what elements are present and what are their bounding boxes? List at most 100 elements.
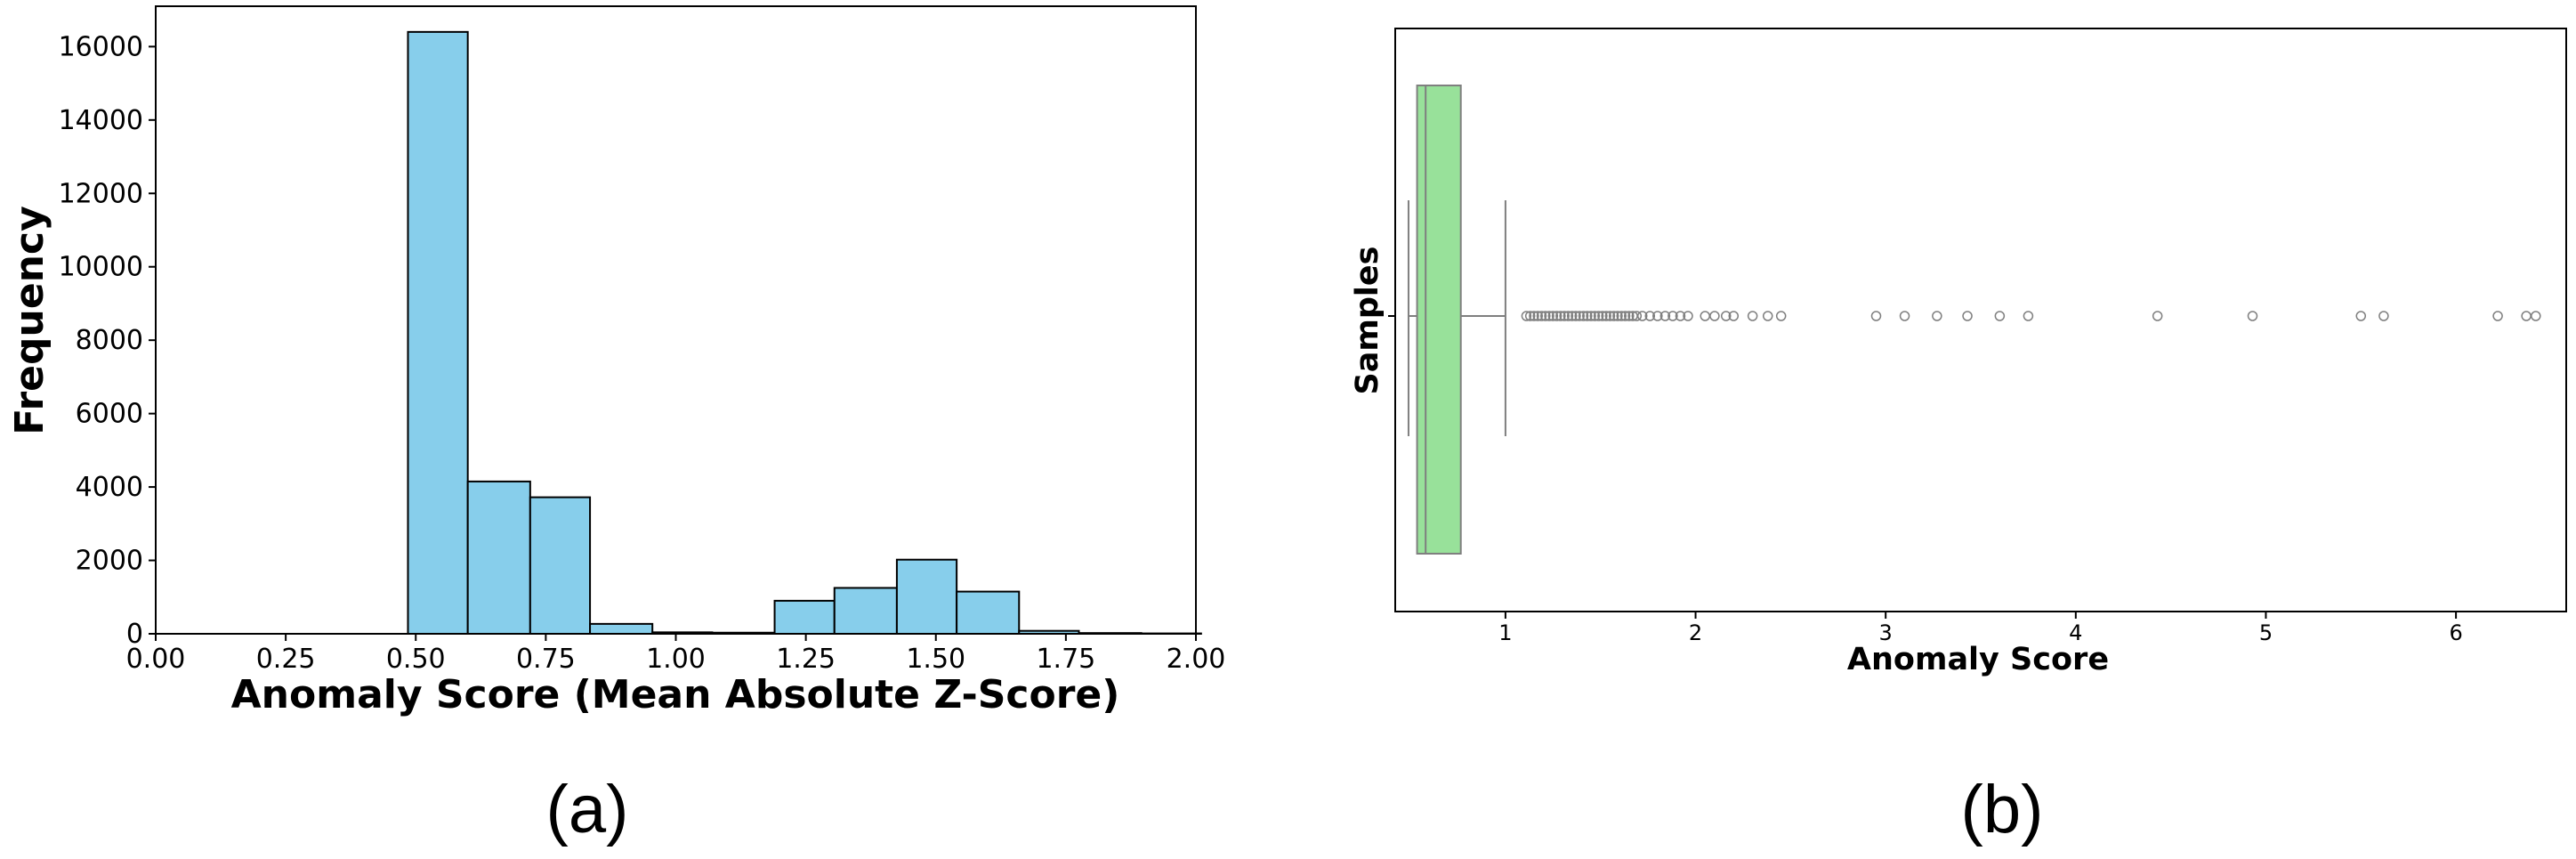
- boxplot-x-tick-label: 3: [1879, 620, 1893, 645]
- histogram-y-tick-label: 0: [126, 619, 143, 650]
- outlier-point: [2531, 311, 2541, 321]
- outlier-point: [1566, 311, 1578, 321]
- histogram-y-tick-label: 16000: [59, 31, 143, 62]
- outlier-point: [1524, 311, 1536, 321]
- outlier-point: [1574, 311, 1585, 321]
- outlier-point: [1571, 311, 1581, 321]
- outlier-point: [1659, 311, 1671, 321]
- outlier-point: [1532, 311, 1543, 321]
- box-iqr: [1416, 85, 1462, 555]
- boxplot-x-tick-label: 5: [2259, 620, 2273, 645]
- outlier-point: [1631, 311, 1643, 321]
- outlier-point: [1709, 311, 1720, 321]
- outlier-point: [1762, 311, 1773, 321]
- histogram-y-tick-label: 14000: [59, 105, 143, 136]
- histogram-y-tick-label: 6000: [76, 399, 143, 430]
- histogram-y-tick-label: 2000: [76, 546, 143, 577]
- histogram-x-tick-label: 1.25: [776, 644, 836, 675]
- histogram-bar: [466, 480, 531, 635]
- outlier-point: [1529, 311, 1539, 321]
- histogram-x-axis-label: Anomaly Score (Mean Absolute Z-Score): [231, 672, 1120, 717]
- outlier-point: [1608, 311, 1619, 321]
- outlier-point: [1521, 311, 1532, 321]
- outlier-point: [1601, 311, 1611, 321]
- outlier-point: [1700, 311, 1710, 321]
- outlier-point: [1597, 311, 1608, 321]
- boxplot-outliers: [1521, 311, 2541, 321]
- outlier-point: [1962, 311, 1973, 321]
- histogram-bar: [833, 587, 898, 635]
- outlier-point: [1547, 311, 1559, 321]
- outlier-point: [1540, 311, 1551, 321]
- outlier-point: [1578, 311, 1589, 321]
- outlier-point: [1775, 311, 1787, 321]
- histogram-x-tick-label: 0.00: [126, 644, 186, 675]
- outlier-point: [2152, 311, 2163, 321]
- outlier-point: [1593, 311, 1604, 321]
- histogram-bar: [589, 622, 654, 635]
- outlier-point: [1899, 311, 1910, 321]
- boxplot-panel: 1 2 3 4 5 6 Anomaly Score Samples (b): [1350, 28, 2567, 847]
- outlier-point: [1536, 311, 1547, 321]
- outlier-point: [1563, 311, 1574, 321]
- histogram-x-tick-label: 0.75: [516, 644, 576, 675]
- histogram-panel: 0.00 0.25 0.50 0.75 1.00 1.25 1.50 1.75 2.00 0 20…: [7, 5, 1226, 847]
- histogram-bars: [407, 30, 1202, 636]
- histogram-x-axis: 0.00 0.25 0.50 0.75 1.00 1.25 1.50 1.75 2.00: [126, 634, 1226, 675]
- histogram-y-tick-label: 12000: [59, 178, 143, 209]
- histogram-y-tick-label: 4000: [76, 472, 143, 503]
- outlier-point: [1582, 311, 1593, 321]
- outlier-point: [1652, 311, 1663, 321]
- boxplot-x-tick-label: 6: [2449, 620, 2462, 645]
- histogram-x-tick-label: 2.00: [1167, 644, 1226, 675]
- boxplot-box: [1407, 85, 1506, 555]
- outlier-point: [1586, 311, 1596, 321]
- outlier-point: [1555, 311, 1566, 321]
- boxplot-x-tick-label: 4: [2069, 620, 2082, 645]
- outlier-point: [1624, 311, 1635, 321]
- outlier-point: [1675, 311, 1686, 321]
- outlier-point: [1544, 311, 1554, 321]
- panel-label-b: (b): [1961, 772, 2044, 847]
- outlier-point: [1589, 311, 1601, 321]
- outlier-point: [1551, 311, 1563, 321]
- outlier-point: [1728, 311, 1740, 321]
- outlier-point: [2247, 311, 2258, 321]
- outlier-point: [2023, 311, 2034, 321]
- outlier-point: [2355, 311, 2367, 321]
- outlier-point: [1559, 311, 1570, 321]
- histogram-bar: [773, 599, 836, 635]
- histogram-bar: [895, 558, 958, 635]
- outlier-point: [2521, 311, 2532, 321]
- outlier-point: [1720, 311, 1732, 321]
- boxplot-plot-frame: [1394, 28, 2567, 612]
- histogram-bar: [956, 590, 1021, 635]
- boxplot-x-tick-label: 1: [1498, 620, 1512, 645]
- histogram-x-tick-label: 1.00: [646, 644, 706, 675]
- outlier-point: [1619, 311, 1631, 321]
- outlier-point: [1870, 311, 1882, 321]
- histogram-y-axis: 0 2000 4000 6000 8000 10000 12000 14000 16000: [59, 31, 156, 650]
- boxplot-x-tick-label: 2: [1689, 620, 1702, 645]
- histogram-x-tick-label: 0.50: [386, 644, 446, 675]
- outlier-point: [2492, 311, 2503, 321]
- outlier-point: [1604, 311, 1616, 321]
- histogram-y-axis-label: Frequency: [7, 206, 52, 435]
- histogram-x-tick-label: 1.50: [906, 644, 965, 675]
- boxplot-x-axis-label: Anomaly Score: [1847, 642, 2109, 677]
- outlier-point: [1616, 311, 1627, 321]
- histogram-bar: [529, 496, 592, 636]
- outlier-point: [1636, 311, 1648, 321]
- outlier-point: [1644, 311, 1656, 321]
- outlier-point: [1612, 311, 1623, 321]
- outlier-point: [1668, 311, 1678, 321]
- boxplot-y-axis-label: Samples: [1350, 247, 1385, 395]
- boxplot-x-axis: 1 2 3 4 5 6: [1498, 612, 2463, 645]
- outlier-point: [1932, 311, 1942, 321]
- outlier-point: [1747, 311, 1758, 321]
- histogram-x-tick-label: 1.75: [1036, 644, 1095, 675]
- histogram-y-tick-label: 8000: [76, 325, 143, 356]
- histogram-bar: [407, 30, 469, 636]
- histogram-x-tick-label: 0.25: [256, 644, 316, 675]
